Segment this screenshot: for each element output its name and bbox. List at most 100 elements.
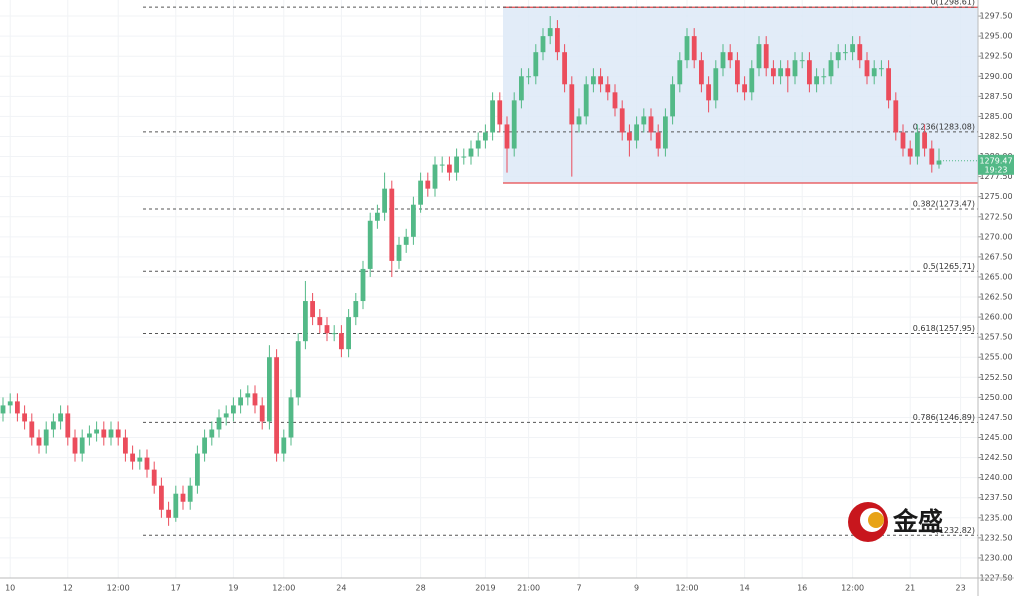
fib-label: 0(1298.61) <box>931 0 975 7</box>
candle-body <box>907 148 913 157</box>
candle-body <box>389 188 395 261</box>
candle-body <box>447 164 452 173</box>
candle-body <box>151 469 157 486</box>
candle-body <box>634 124 639 141</box>
candle-body <box>418 180 423 205</box>
x-tick-label: 23 <box>956 584 966 593</box>
candle-body <box>130 453 135 462</box>
x-tick-label: 14 <box>740 584 750 593</box>
candle-body <box>144 457 150 470</box>
candle-body <box>382 188 387 213</box>
candle-body <box>569 84 575 125</box>
y-tick-label: 1272.50 <box>979 212 1012 221</box>
candle-body <box>439 164 445 166</box>
candle-body <box>375 212 380 221</box>
candle-body <box>857 44 863 61</box>
candle-body <box>454 156 459 173</box>
candle-body <box>483 132 488 141</box>
candle-body <box>720 52 726 69</box>
x-tick-label: 9 <box>634 584 639 593</box>
x-tick-label: 7 <box>576 584 581 593</box>
candle-body <box>713 68 719 101</box>
watermark-logo: 金盛 <box>848 502 943 542</box>
candle-body <box>655 132 661 149</box>
candle-body <box>627 132 632 141</box>
fib-label: 0.5(1265.71) <box>923 262 975 271</box>
last-price-box <box>978 154 1014 175</box>
candle-body <box>259 405 265 422</box>
candle-body <box>72 437 78 454</box>
candle-body <box>526 76 531 78</box>
candle-body <box>504 124 510 149</box>
candle-body <box>223 413 229 418</box>
x-tick-label: 21:00 <box>517 584 540 593</box>
candle-body <box>274 357 279 454</box>
candle-body <box>267 357 272 422</box>
y-tick-label: 1257.50 <box>979 333 1012 342</box>
candle-body <box>684 36 690 61</box>
candle-body <box>864 60 870 77</box>
candle-body <box>310 301 315 318</box>
candle-body <box>915 132 920 157</box>
candle-body <box>22 413 27 422</box>
candle-body <box>360 268 366 302</box>
x-tick-label: 2019 <box>475 584 495 593</box>
candle-body <box>641 116 647 125</box>
candle-body <box>756 44 762 69</box>
y-tick-label: 1247.50 <box>979 413 1012 422</box>
candle-body <box>850 44 855 53</box>
y-tick-label: 1245.00 <box>979 433 1012 442</box>
candle-body <box>252 393 258 406</box>
y-tick-label: 1297.50 <box>979 12 1012 21</box>
candle-body <box>36 437 42 446</box>
candle-body <box>778 68 783 77</box>
candle-body <box>58 413 63 422</box>
x-tick-label: 12:00 <box>675 584 698 593</box>
candle-body <box>0 405 6 414</box>
candle-body <box>15 401 20 414</box>
y-tick-label: 1265.00 <box>979 272 1012 281</box>
candle-body <box>159 485 164 510</box>
candle-body <box>411 204 416 237</box>
y-tick-label: 1295.00 <box>979 32 1012 41</box>
candle-body <box>65 413 71 438</box>
candle-body <box>187 485 193 502</box>
candle-body <box>785 68 791 77</box>
candle-body <box>576 116 582 125</box>
candle-body <box>101 429 107 438</box>
candle-body <box>663 116 668 149</box>
candle-body <box>540 36 546 53</box>
candle-body <box>475 140 481 149</box>
candle-body <box>303 301 308 342</box>
x-tick-label: 21 <box>905 584 915 593</box>
logo-dot <box>868 512 884 528</box>
countdown-label: 19:23 <box>984 165 1007 174</box>
candle-body <box>533 52 539 77</box>
candle-body <box>871 68 877 77</box>
candle-body <box>331 333 337 335</box>
candle-body <box>87 433 92 438</box>
candle-body <box>432 164 438 189</box>
candle-body <box>281 437 287 454</box>
y-tick-label: 1287.50 <box>979 92 1012 101</box>
candle-body <box>799 60 805 62</box>
y-tick-label: 1270.00 <box>979 232 1012 241</box>
candle-body <box>115 429 121 438</box>
candle-body <box>742 84 747 93</box>
candle-body <box>324 325 330 334</box>
x-tick-label: 28 <box>416 584 426 593</box>
candle-body <box>353 301 359 318</box>
candle-body <box>216 417 222 430</box>
candle-body <box>922 132 927 149</box>
candle-body <box>605 84 611 93</box>
y-tick-label: 1260.00 <box>979 313 1012 322</box>
fib-label: 0.618(1257.95) <box>913 324 975 333</box>
candle-body <box>202 437 207 454</box>
candle-body <box>547 28 553 37</box>
candle-body <box>843 52 848 54</box>
candle-body <box>763 44 769 69</box>
grid <box>0 0 978 579</box>
candle-body <box>461 156 467 158</box>
y-tick-label: 1230.00 <box>979 553 1012 562</box>
candle-body <box>173 493 179 518</box>
